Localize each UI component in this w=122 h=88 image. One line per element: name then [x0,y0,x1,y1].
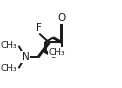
Text: F: F [36,23,42,33]
Text: O: O [58,13,66,23]
Text: N: N [22,52,29,62]
Text: CH₃: CH₃ [48,48,65,57]
Text: CH₃: CH₃ [1,41,17,50]
Text: CH₃: CH₃ [1,64,17,73]
